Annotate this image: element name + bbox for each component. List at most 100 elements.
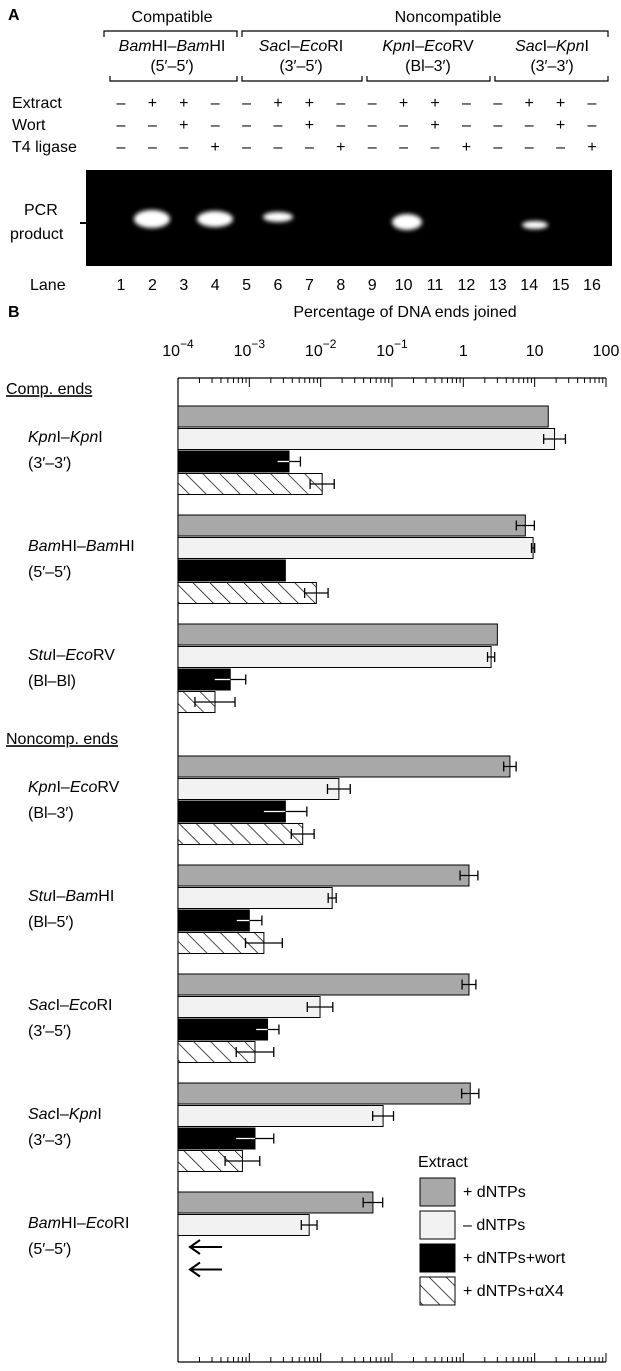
row-label: Wort [12,117,46,134]
category-name: KpnI–KpnI [28,429,103,446]
bar [178,474,322,495]
row-sign: – [368,117,377,134]
bar [178,1106,383,1127]
legend-swatch [420,1211,455,1239]
row-label: Extract [12,95,62,112]
row-sign: – [556,139,565,156]
row-sign: + [336,139,345,156]
legend-label: + dNTPs+wort [463,1250,566,1267]
bar [178,583,316,604]
band [263,212,293,222]
row-sign: + [525,95,534,112]
category-name: BamHI–BamHI [28,538,135,555]
band [522,221,548,229]
row-sign: – [117,139,126,156]
pair-ends: (Bl–3′) [405,58,451,75]
legend-label: + dNTPs [463,1184,526,1201]
category-ends: (Bl–3′) [28,805,74,822]
x-tick-label: 10−1 [376,337,408,360]
row-sign: + [430,117,439,134]
legend-swatch [420,1244,455,1272]
bar [178,451,289,472]
lane-number: 2 [148,277,157,294]
row-sign: – [242,139,251,156]
lane-number: 8 [336,277,345,294]
category-ends: (3′–3′) [28,1132,71,1149]
bar [178,406,548,427]
row-sign: + [179,117,188,134]
row-sign: – [368,95,377,112]
category-ends: (3′–5′) [28,1023,71,1040]
row-sign: – [368,139,377,156]
row-sign: – [399,139,408,156]
row-label: T4 ligase [12,139,77,156]
category-ends: (5′–5′) [28,1241,71,1258]
row-sign: – [399,117,408,134]
x-axis-title: Percentage of DNA ends joined [293,304,516,321]
gel-label: PCR [24,202,58,219]
pair-name: BamHI–BamHI [119,38,226,55]
row-sign: – [525,117,534,134]
bar [178,865,469,886]
row-sign: – [242,95,251,112]
pair-name: SacI–KpnI [515,38,589,55]
legend-label: – dNTPs [463,1217,525,1234]
x-tick-label: 10 [526,343,544,360]
row-sign: – [431,139,440,156]
category-name: StuI–BamHI [28,888,114,905]
x-tick-label: 100 [593,343,620,360]
row-sign: – [117,95,126,112]
pair-ends: (5′–5′) [150,58,193,75]
row-sign: – [493,117,502,134]
bar [178,560,285,581]
category-name: SacI–KpnI [28,1106,102,1123]
group-label: Compatible [132,9,213,26]
row-sign: – [493,139,502,156]
gel-label: product [10,226,64,243]
below-detection-arrow [190,1263,222,1277]
lane-number: 14 [520,277,538,294]
row-sign: + [462,139,471,156]
lane-number: 9 [368,277,377,294]
row-sign: + [148,95,157,112]
row-sign: + [305,95,314,112]
lane-number: 15 [552,277,570,294]
pair-ends: (3′–5′) [279,58,322,75]
category-ends: (3′–3′) [28,455,71,472]
group-header: Noncomp. ends [6,731,118,748]
band [197,211,233,227]
bar [178,429,555,450]
legend-title: Extract [418,1154,468,1171]
row-sign: + [399,95,408,112]
row-sign: – [274,117,283,134]
bar [178,824,303,845]
lane-label: Lane [30,277,66,294]
bar [178,888,332,909]
lane-number: 4 [211,277,220,294]
category-name: SacI–EcoRI [28,997,113,1014]
group-header: Comp. ends [6,381,92,398]
row-sign: – [211,95,220,112]
bar [178,624,497,645]
row-sign: – [148,117,157,134]
below-detection-arrow [190,1240,222,1254]
row-sign: + [305,117,314,134]
row-sign: – [211,117,220,134]
bar [178,1192,373,1213]
lane-number: 12 [458,277,476,294]
category-ends: (Bl–5′) [28,914,74,931]
row-sign: – [336,95,345,112]
bar [178,1083,470,1104]
bar [178,997,320,1018]
row-sign: – [462,117,471,134]
row-sign: – [179,139,188,156]
group-label: Noncompatible [395,9,502,26]
lane-number: 3 [179,277,188,294]
category-name: BamHI–EcoRI [28,1215,129,1232]
panel-label: A [8,7,20,24]
lane-number: 7 [305,277,314,294]
bar [178,1019,268,1040]
row-sign: – [148,139,157,156]
row-sign: – [305,139,314,156]
bar [178,974,469,995]
